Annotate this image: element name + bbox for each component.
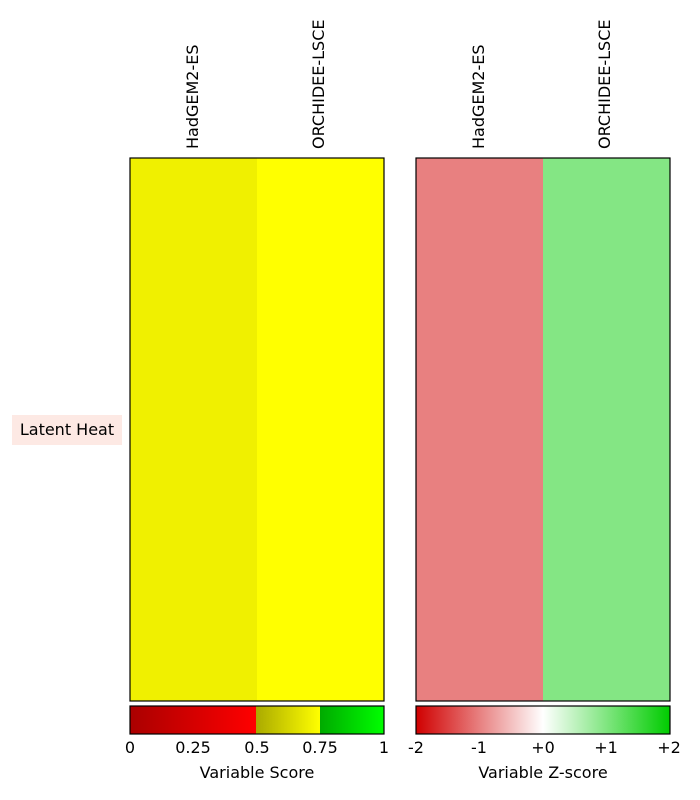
score-panel-frame — [129, 157, 385, 702]
row-label-latent-heat: Latent Heat — [19, 420, 115, 439]
zscore-tick-2: +0 — [531, 738, 555, 757]
score-tick-0: 0 — [124, 738, 136, 757]
score-colorbar-title: Variable Score — [199, 763, 315, 782]
row-label-background — [12, 415, 122, 445]
score-tick-1: 0.25 — [175, 738, 211, 757]
cell-zscore-r0-c0 — [416, 158, 543, 701]
score-tick-4: 1 — [378, 738, 390, 757]
score-colorbar-segment-mid — [256, 706, 320, 734]
zscore-colorbar-title: Variable Z-score — [478, 763, 608, 782]
cell-score-r0-c1 — [257, 158, 384, 701]
cell-score-r0-c0 — [130, 158, 257, 701]
score-tick-3: 0.75 — [302, 738, 338, 757]
score-colorbar-segment-low — [130, 706, 256, 734]
score-colorbar-segment-high — [320, 706, 384, 734]
zscore-panel-frame — [415, 157, 671, 702]
zscore-tick-4: +2 — [657, 738, 681, 757]
score-tick-2: 0.5 — [244, 738, 270, 757]
zscore-tick-3: +1 — [594, 738, 618, 757]
zscore-colorbar-gradient — [416, 706, 670, 734]
zscore-tick-0: -2 — [408, 738, 424, 757]
zscore-colorbar-frame — [415, 705, 671, 735]
cell-zscore-r0-c1 — [543, 158, 670, 701]
zscore-tick-1: -1 — [471, 738, 487, 757]
score-colorbar-frame — [129, 705, 385, 735]
